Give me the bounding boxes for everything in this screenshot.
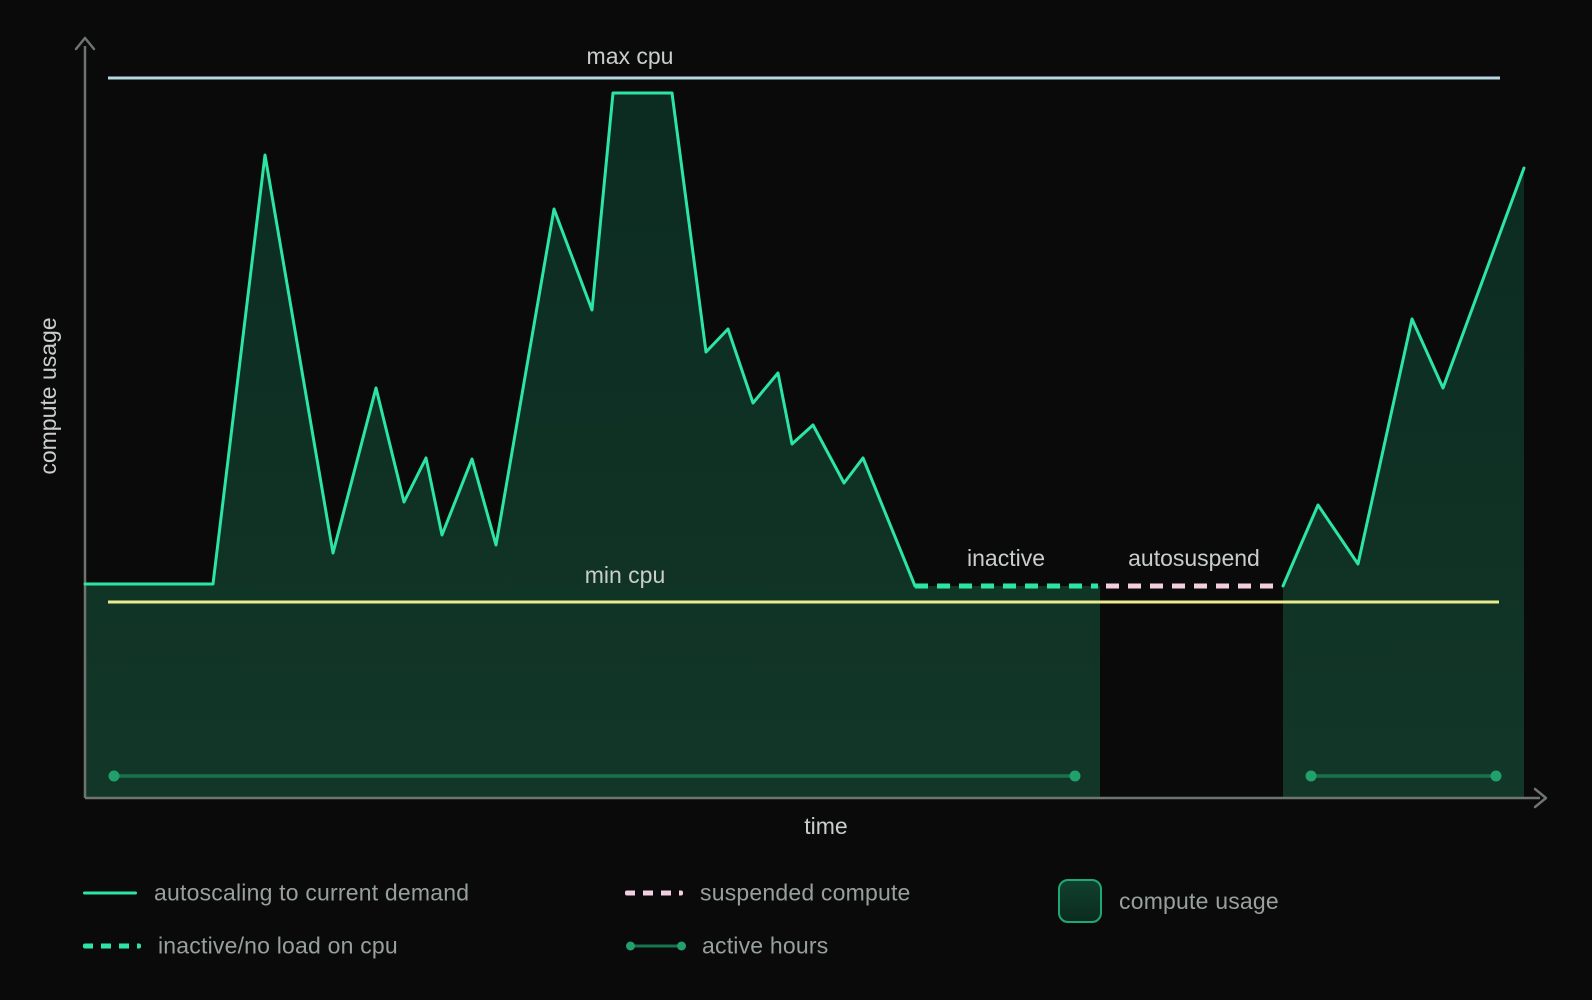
legend-item-active-hours: active hours (626, 932, 829, 960)
y-axis-title: compute usage (35, 317, 61, 474)
legend-label-active-hours: active hours (702, 932, 829, 959)
min-cpu-label: min cpu (585, 562, 666, 588)
dashed-pink-line-swatch-icon (625, 890, 683, 896)
legend-label-autoscaling: autoscaling to current demand (154, 879, 470, 906)
y-axis-arrow-icon (74, 36, 96, 51)
filled-square-swatch-icon (1058, 879, 1102, 923)
compute-usage-area-fill-2 (1283, 168, 1524, 798)
legend-item-autoscaling: autoscaling to current demand (83, 880, 469, 907)
active-hours-endpoint-dot (1490, 770, 1502, 782)
inactive-label: inactive (967, 545, 1045, 571)
legend-label-suspended: suspended compute (700, 879, 911, 906)
autoscaling-usage-line-1 (83, 91, 917, 588)
x-axis-title: time (804, 813, 847, 839)
dashed-green-line-swatch-icon (83, 943, 141, 949)
max-cpu-label: max cpu (587, 43, 674, 69)
legend-item-inactive: inactive/no load on cpu (83, 933, 398, 960)
solid-line-swatch-icon (83, 891, 137, 895)
active-hours-endpoint-dot (108, 770, 120, 782)
autosuspend-label: autosuspend (1128, 545, 1260, 571)
autoscaling-usage-line-2 (1281, 166, 1526, 588)
active-hours-endpoint-dot (1305, 770, 1317, 782)
x-axis-arrow-icon (1533, 787, 1548, 809)
legend-item-compute-usage: compute usage (1058, 879, 1279, 923)
dotted-ends-line-swatch-icon (626, 941, 686, 951)
compute-usage-area-fill-1 (85, 93, 1100, 798)
legend-item-suspended: suspended compute (625, 880, 911, 907)
active-hours-endpoint-dot (1069, 770, 1081, 782)
chart-canvas: max cpu min cpu inactive autosuspend time com… (35, 36, 1548, 839)
legend-label-compute-usage: compute usage (1119, 887, 1279, 914)
legend-label-inactive: inactive/no load on cpu (158, 932, 398, 959)
